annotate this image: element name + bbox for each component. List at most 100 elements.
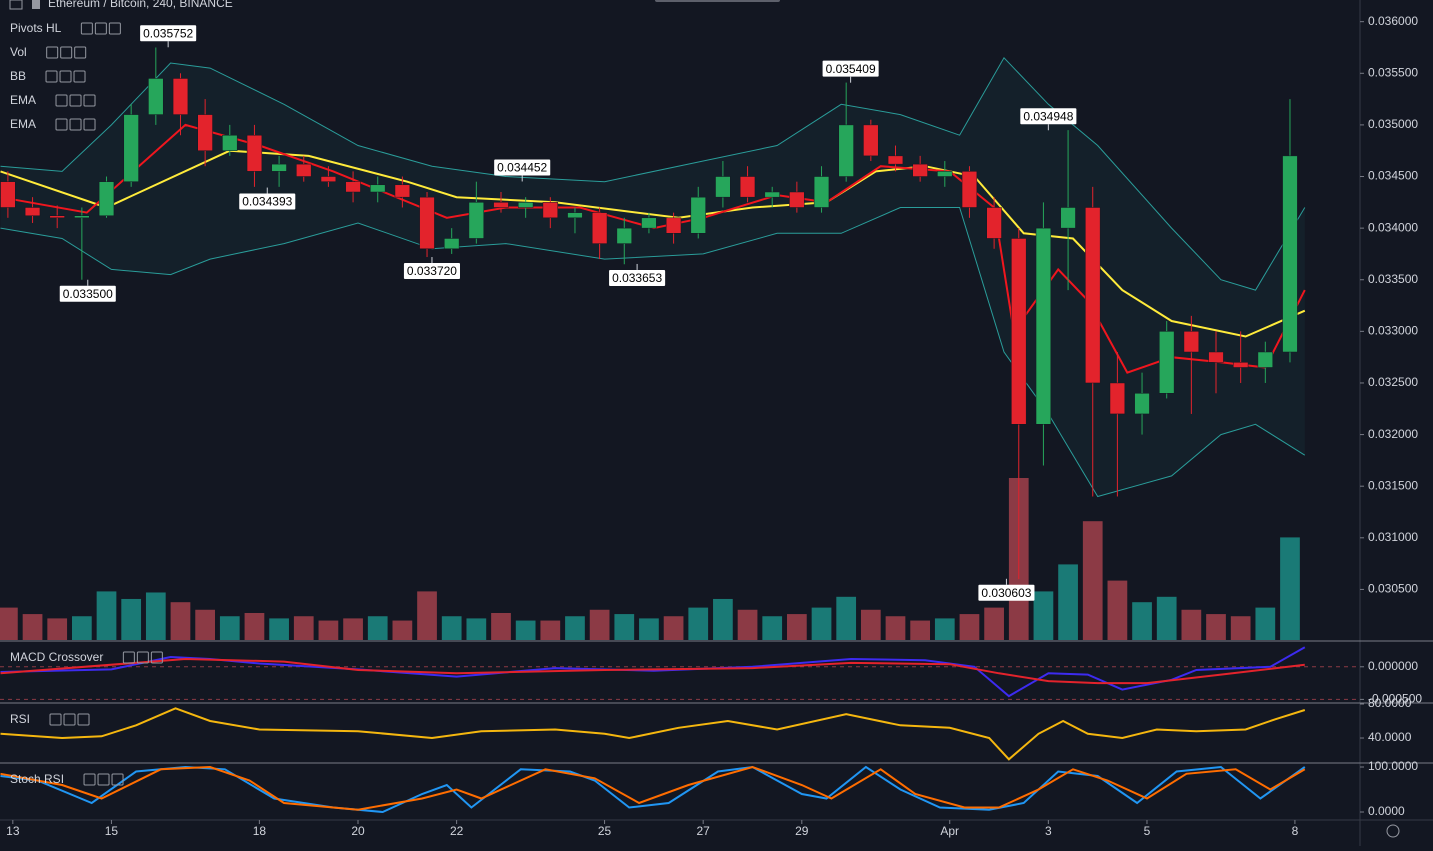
volume-bar bbox=[836, 596, 857, 640]
y-tick-label: 0.034000 bbox=[1368, 220, 1418, 234]
indicator-button[interactable] bbox=[77, 713, 90, 726]
volume-bar bbox=[984, 607, 1004, 640]
volume-bar bbox=[639, 618, 659, 640]
indicator-button[interactable] bbox=[150, 651, 163, 664]
indicator-button[interactable] bbox=[45, 70, 58, 83]
indicator-label[interactable]: Pivots HL bbox=[10, 21, 62, 35]
volume-bar bbox=[491, 613, 511, 640]
pane-title[interactable]: Stoch RSI bbox=[10, 772, 64, 786]
candle-body bbox=[986, 207, 1002, 239]
volume-bar bbox=[269, 618, 289, 640]
indicator-button[interactable] bbox=[73, 70, 86, 83]
indicator-label[interactable]: BB bbox=[10, 69, 26, 83]
indicator-button[interactable] bbox=[60, 46, 73, 59]
candle-body bbox=[937, 171, 953, 177]
indicator-button[interactable] bbox=[111, 773, 124, 786]
volume-bar bbox=[1280, 537, 1300, 640]
volume-bar bbox=[663, 616, 684, 640]
y-tick-label: -0.000500 bbox=[1368, 692, 1422, 706]
candle-body bbox=[123, 114, 139, 182]
indicator-button[interactable] bbox=[49, 713, 62, 726]
volume-bar bbox=[762, 616, 783, 640]
x-tick-label: 5 bbox=[1144, 824, 1151, 838]
indicator-line bbox=[0, 657, 1305, 685]
indicator-label[interactable]: Vol bbox=[10, 45, 27, 59]
indicator-button[interactable] bbox=[122, 651, 135, 664]
indicator-button[interactable] bbox=[74, 46, 87, 59]
pane-title[interactable]: RSI bbox=[10, 712, 30, 726]
volume-bar bbox=[466, 618, 487, 640]
volume-bar bbox=[614, 614, 635, 640]
indicator-button[interactable] bbox=[108, 22, 121, 35]
pivot-label-box bbox=[978, 584, 1035, 601]
y-tick-label: 0.030500 bbox=[1368, 582, 1418, 596]
candle-body bbox=[1035, 227, 1052, 425]
x-tick-label: 22 bbox=[450, 824, 464, 838]
indicator-label[interactable]: EMA bbox=[10, 93, 36, 107]
volume-bar bbox=[737, 609, 758, 640]
volume-bar bbox=[96, 591, 117, 640]
indicator-button[interactable] bbox=[94, 22, 107, 35]
indicator-button[interactable] bbox=[69, 118, 82, 131]
settings-icon[interactable] bbox=[1386, 824, 1400, 838]
volume-bar bbox=[959, 614, 980, 640]
candle-body bbox=[542, 202, 558, 219]
pane-title[interactable]: MACD Crossover bbox=[10, 650, 103, 664]
volume-bar bbox=[145, 592, 166, 640]
candle-body bbox=[49, 215, 65, 219]
volume-bar bbox=[417, 591, 437, 640]
toolbar-handle[interactable] bbox=[655, 0, 780, 2]
candle-body bbox=[1085, 207, 1101, 384]
volume-bar bbox=[713, 598, 733, 640]
volume-bar bbox=[787, 614, 807, 640]
candle-body bbox=[641, 217, 657, 229]
indicator-label[interactable]: EMA bbox=[10, 117, 36, 131]
volume-bar bbox=[22, 614, 43, 640]
volume-bar bbox=[195, 609, 215, 640]
indicator-button[interactable] bbox=[63, 713, 76, 726]
indicator-button[interactable] bbox=[83, 94, 96, 107]
y-tick-label: 0.031000 bbox=[1368, 530, 1418, 544]
volume-bar bbox=[1255, 607, 1276, 640]
volume-bar bbox=[293, 616, 314, 640]
indicator-button[interactable] bbox=[83, 773, 96, 786]
pivot-label: 0.034948 bbox=[1023, 109, 1073, 123]
collapse-icon[interactable] bbox=[9, 0, 23, 10]
candle-body bbox=[24, 207, 41, 216]
pivot-label-box bbox=[494, 159, 551, 176]
pivot-label: 0.035752 bbox=[143, 26, 193, 40]
candle-body bbox=[912, 163, 928, 177]
indicator-button[interactable] bbox=[59, 70, 72, 83]
candle-body bbox=[1282, 155, 1298, 353]
indicator-button[interactable] bbox=[136, 651, 149, 664]
candle-body bbox=[246, 134, 263, 172]
candle-body bbox=[1233, 362, 1249, 368]
x-tick-label: 15 bbox=[105, 824, 119, 838]
volume-bar bbox=[318, 620, 339, 640]
indicator-button[interactable] bbox=[83, 118, 96, 131]
indicator-button[interactable] bbox=[69, 94, 82, 107]
chart-title: Ethereum / Bitcoin, 240, BINANCE bbox=[48, 0, 233, 10]
x-tick-label: 3 bbox=[1045, 824, 1052, 838]
y-tick-label: 0.035500 bbox=[1368, 65, 1418, 79]
indicator-button[interactable] bbox=[80, 22, 93, 35]
volume-bar bbox=[565, 616, 585, 640]
y-tick-label: 80.0000 bbox=[1368, 696, 1412, 710]
candle-body bbox=[419, 196, 435, 250]
indicator-button[interactable] bbox=[97, 773, 110, 786]
volume-bar bbox=[860, 609, 881, 640]
volume-bar bbox=[1230, 616, 1251, 640]
volume-bar bbox=[1181, 609, 1202, 640]
indicator-button[interactable] bbox=[46, 46, 59, 59]
pivot-label: 0.033720 bbox=[407, 264, 457, 278]
x-tick-label: 27 bbox=[696, 824, 710, 838]
volume-bar bbox=[121, 598, 142, 640]
indicator-button[interactable] bbox=[55, 118, 68, 131]
pivot-label: 0.035409 bbox=[826, 62, 876, 76]
indicator-button[interactable] bbox=[55, 94, 68, 107]
x-tick-label: 8 bbox=[1292, 824, 1299, 838]
candle-body bbox=[1011, 238, 1027, 425]
candle-body bbox=[1134, 393, 1150, 415]
x-tick-label: 25 bbox=[598, 824, 612, 838]
